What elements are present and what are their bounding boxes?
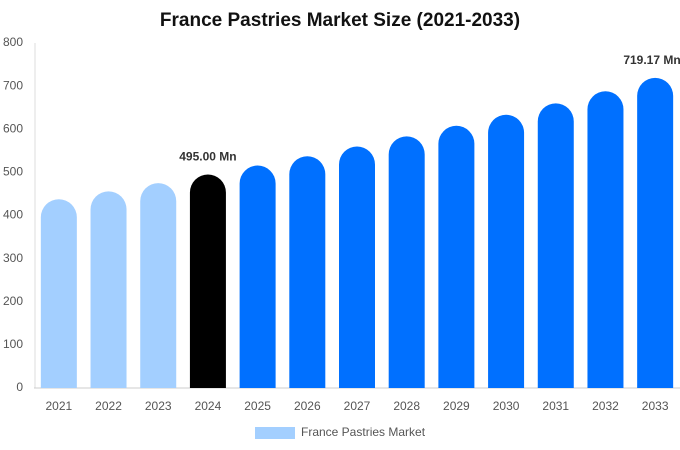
y-tick-label: 200	[3, 294, 23, 308]
x-tick-label: 2022	[95, 399, 122, 413]
bar	[637, 77, 674, 388]
y-tick-label: 100	[3, 337, 23, 351]
data-label: 495.00 Mn	[179, 150, 236, 164]
bar	[289, 156, 326, 388]
x-tick-label: 2027	[344, 399, 371, 413]
bar	[587, 91, 624, 389]
bar	[40, 199, 77, 388]
y-tick-label: 400	[3, 208, 23, 222]
data-label: 719.17 Mn	[623, 53, 680, 67]
x-tick-label: 2032	[592, 399, 619, 413]
x-tick-label: 2033	[642, 399, 669, 413]
x-tick-label: 2028	[393, 399, 420, 413]
x-tick-label: 2029	[443, 399, 470, 413]
bar	[488, 114, 525, 389]
x-tick-label: 2025	[244, 399, 271, 413]
y-tick-label: 300	[3, 251, 23, 265]
bar	[189, 174, 226, 388]
x-tick-label: 2021	[45, 399, 72, 413]
y-tick-label: 500	[3, 165, 23, 179]
chart-title: France Pastries Market Size (2021-2033)	[160, 10, 520, 31]
x-tick-label: 2024	[195, 399, 222, 413]
bar	[339, 146, 375, 388]
bar	[438, 125, 475, 389]
x-tick-label: 2031	[542, 399, 569, 413]
bar	[537, 103, 574, 389]
x-tick-label: 2023	[145, 399, 172, 413]
bar	[140, 183, 177, 388]
bar	[90, 191, 127, 388]
bar	[239, 165, 276, 388]
y-tick-label: 800	[3, 35, 23, 49]
x-tick-label: 2030	[493, 399, 520, 413]
y-tick-label: 0	[16, 380, 23, 394]
x-tick-label: 2026	[294, 399, 321, 413]
y-tick-label: 600	[3, 121, 23, 135]
bar	[388, 136, 425, 388]
legend-label: France Pastries Market	[301, 425, 426, 439]
legend-swatch	[255, 427, 295, 439]
y-tick-label: 700	[3, 78, 23, 92]
